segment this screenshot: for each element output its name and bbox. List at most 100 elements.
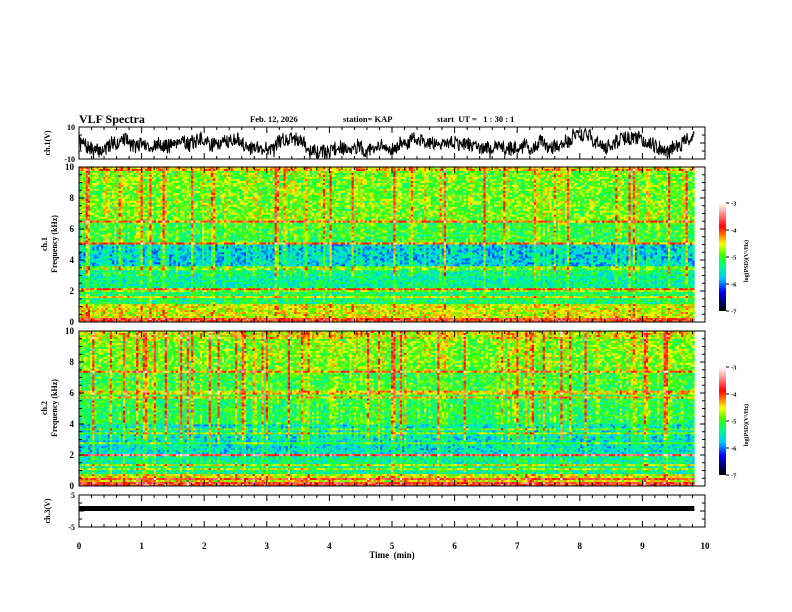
spectrogram-cell [309, 167, 313, 170]
spectrogram-cell [518, 184, 522, 188]
spectrogram-cell [250, 196, 253, 200]
spectrogram-cell [224, 192, 227, 196]
spectrogram-cell [588, 184, 592, 188]
spectrogram-cell [144, 178, 148, 182]
spectrogram-cell [496, 188, 500, 192]
spectrogram-cell [503, 184, 506, 188]
spectrogram-cell [344, 196, 348, 200]
ch1-waveform-trace [78, 127, 695, 160]
spectrogram-cell [549, 192, 552, 196]
spectrogram-cell [202, 174, 205, 178]
spectrogram-cell [257, 178, 260, 182]
spectrogram-cell [136, 182, 139, 186]
spectrogram-cell [177, 198, 181, 202]
spectrogram-cell [564, 174, 568, 178]
spectrogram-cell [531, 178, 535, 182]
spectrogram-cell [140, 182, 144, 186]
spectrogram-cell [180, 190, 183, 194]
spectrogram-cell [169, 170, 172, 174]
spectrogram-cell [202, 186, 205, 190]
spectrogram-cell [571, 168, 574, 172]
spectrogram-cell [404, 190, 407, 194]
spectrogram-cell [604, 184, 607, 188]
spectrogram-cell [177, 188, 181, 192]
spectrogram-cell [608, 192, 612, 196]
spectrogram-cell [85, 190, 89, 194]
spectrogram-cell [674, 176, 678, 180]
spectrogram-cell [575, 188, 579, 192]
spectrogram-cell [278, 186, 282, 190]
spectrogram-cell [437, 174, 440, 178]
spectrogram-cell [542, 167, 546, 170]
spectrogram-cell [558, 172, 561, 176]
spectrogram-cell [391, 184, 394, 188]
spectrogram-cell [270, 184, 273, 188]
spectrogram-cell [674, 188, 678, 192]
spectrogram-cell [610, 192, 614, 196]
spectrogram-cell [239, 176, 242, 180]
spectrogram-cell [474, 194, 478, 198]
spectrogram-cell [663, 198, 667, 202]
spectrogram-cell [120, 167, 124, 170]
spectrogram-cell [685, 198, 689, 202]
spectrogram-cell [465, 178, 469, 182]
spectrogram-cell [639, 168, 642, 172]
spectrogram-cell [351, 174, 355, 178]
spectrogram-cell [133, 186, 137, 190]
spectrogram-cell [81, 184, 84, 188]
spectrogram-cell [615, 192, 618, 196]
spectrogram-cell [419, 194, 423, 198]
spectrogram-cell [492, 190, 495, 194]
spectrogram-cell [498, 186, 502, 190]
spectrogram-cell [435, 186, 438, 190]
spectrogram-cell [610, 182, 614, 186]
spectrogram-cell [144, 196, 148, 200]
spectrogram-cell [397, 186, 401, 190]
spectrogram-cell [489, 194, 493, 198]
spectrogram-cell [355, 170, 359, 174]
spectrogram-cell [173, 167, 176, 170]
spectrogram-cell [366, 168, 370, 172]
spectrogram-cell [606, 174, 609, 178]
spectrogram-cell [296, 180, 300, 184]
spectrogram-cell [186, 190, 190, 194]
spectrogram-cell [562, 192, 565, 196]
spectrogram-cell [575, 172, 579, 176]
spectrogram-cell [689, 194, 693, 198]
spectrogram-cell [470, 196, 473, 200]
spectrogram-cell [547, 194, 550, 198]
spectrogram-cell [619, 168, 623, 172]
spectrogram-cell [628, 168, 631, 172]
spectrogram-cell [507, 186, 511, 190]
spectrogram-cell [610, 167, 614, 170]
spectrogram-cell [663, 184, 667, 188]
spectrogram-cell [558, 182, 561, 186]
spectrogram-cell [593, 178, 596, 182]
spectrogram-cell [239, 184, 242, 188]
spectrogram-cell [268, 167, 271, 170]
spectrogram-cell [202, 178, 205, 182]
spectrogram-cell [670, 196, 673, 200]
spectrogram-cell [320, 188, 324, 192]
spectrogram-cell [569, 184, 572, 188]
spectrogram-cell [131, 167, 135, 170]
spectrogram-cell [432, 196, 436, 200]
spectrogram-cell [448, 168, 451, 172]
spectrogram-cell [94, 194, 97, 198]
spectrogram-cell [237, 174, 240, 178]
spectrogram-cell [259, 170, 262, 174]
spectrogram-cell [448, 167, 451, 170]
spectrogram-cell [158, 188, 161, 192]
spectrogram-cell [89, 176, 93, 180]
spectrogram-cell [520, 188, 524, 192]
spectrogram-cell [593, 186, 596, 190]
spectrogram-cell [492, 178, 495, 182]
spectrogram-cell [149, 174, 152, 178]
spectrogram-cell [250, 186, 253, 190]
spectrogram-cell [551, 196, 555, 200]
spectrogram-cell [239, 196, 242, 200]
spectrogram-cell [544, 174, 548, 178]
spectrogram-cell [672, 174, 675, 178]
spectrogram-cell [79, 178, 82, 182]
spectrogram-cell [626, 178, 629, 182]
